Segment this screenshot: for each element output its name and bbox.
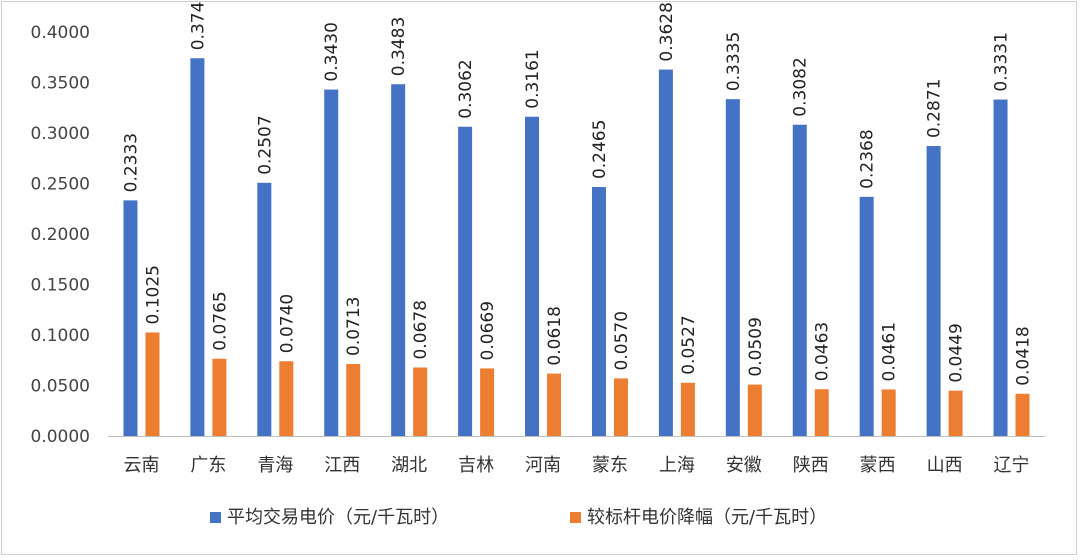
bar-price-drop [1015,393,1030,436]
y-tick-label: 0.1500 [31,276,90,296]
bar-avg-price [324,89,339,436]
y-tick-label: 0.2000 [31,225,90,245]
x-tick-label: 广东 [190,455,226,476]
data-label: 0.0765 [210,291,230,350]
x-tick-label: 蒙西 [860,455,896,476]
data-label: 0.0713 [344,297,364,356]
data-label: 0.3161 [523,49,543,108]
data-label: 0.0527 [679,315,699,374]
bars [123,58,1030,437]
data-label: 0.2465 [590,120,610,179]
y-tick-label: 0.0500 [31,377,90,397]
data-label: 0.0418 [1014,326,1034,385]
bar-price-drop [346,363,361,436]
x-tick-label: 安徽 [726,455,762,476]
bar-avg-price [525,116,540,436]
bar-price-drop [881,389,896,436]
bar-price-drop [480,368,495,436]
bar-avg-price [859,196,874,436]
x-tick-label: 青海 [257,455,293,476]
bar-price-drop [145,332,160,436]
data-label: 0.0461 [880,322,900,381]
y-tick-label: 0.3000 [31,124,90,144]
y-tick-label: 0.2500 [31,175,90,195]
bar-avg-price [458,126,473,436]
y-tick-label: 0.4000 [31,23,90,43]
x-axis: 云南 广东 青海 江西 湖北 吉林 河南 蒙东 上海 安徽 陕西 蒙西 山西 辽宁 [108,436,1045,476]
data-label: 0.3335 [724,32,744,91]
legend: 平均交易电价（元/千瓦时） 较标杆电价降幅（元/千瓦时） [210,507,827,528]
bar-avg-price [391,84,406,436]
data-labels: 0.2333 0.1025 0.3740 0.0765 0.2507 0.0740 0.34… [121,0,1034,386]
data-label: 0.2333 [121,133,141,192]
bar-price-drop [547,373,562,436]
data-label: 0.3483 [389,17,409,76]
bar-price-drop [814,389,829,436]
legend-label: 平均交易电价（元/千瓦时） [227,507,449,528]
data-label: 0.3740 [188,2,208,50]
data-label: 0.0509 [746,317,766,376]
bar-avg-price [190,58,205,436]
data-label: 0.2871 [925,79,945,138]
bar-avg-price [123,200,138,436]
data-label: 0.3062 [456,59,476,118]
x-tick-label: 江西 [324,455,360,476]
data-label: 0.3628 [657,2,677,61]
bar-avg-price [725,99,740,436]
data-label: 0.0463 [813,322,833,381]
bar-price-drop [413,367,428,436]
data-label: 0.0618 [545,306,565,365]
x-tick-label: 蒙东 [592,455,628,476]
x-tick-label: 上海 [659,455,695,476]
data-label: 0.1025 [143,265,163,324]
data-label: 0.2368 [858,129,878,188]
legend-label: 较标杆电价降幅（元/千瓦时） [587,507,827,528]
bar-avg-price [792,124,807,436]
bar-avg-price [257,182,272,436]
bar-price-drop [212,358,227,436]
bar-price-drop [279,361,294,436]
bar-avg-price [926,146,941,437]
y-tick-label: 0.1000 [31,326,90,346]
x-tick-label: 湖北 [391,455,427,476]
x-tick-label: 陕西 [793,455,829,476]
legend-swatch [570,512,581,523]
data-label: 0.3082 [791,57,811,116]
data-label: 0.0449 [947,323,967,382]
data-label: 0.0570 [612,311,632,370]
data-label: 0.3331 [992,32,1012,91]
legend-swatch [210,512,221,523]
x-tick-label: 河南 [525,455,561,476]
data-label: 0.0740 [277,294,297,353]
x-tick-label: 山西 [927,455,963,476]
bar-avg-price [658,69,673,437]
bar-price-drop [948,390,963,436]
data-label: 0.0678 [411,300,431,359]
bar-price-drop [680,382,695,436]
bar-price-drop [613,378,628,436]
bar-avg-price [591,187,606,436]
y-tick-label: 0.0000 [31,427,90,447]
x-tick-label: 辽宁 [994,455,1030,476]
data-label: 0.2507 [255,115,275,174]
y-axis: 0.0000 0.0500 0.1000 0.1500 0.2000 0.2500 0.30… [31,23,90,447]
data-label: 0.3430 [322,22,342,81]
bar-avg-price [993,99,1008,436]
data-label: 0.0669 [478,301,498,360]
y-tick-label: 0.3500 [31,74,90,94]
x-tick-label: 吉林 [458,455,494,476]
bar-price-drop [747,384,762,436]
x-tick-label: 云南 [123,455,159,476]
